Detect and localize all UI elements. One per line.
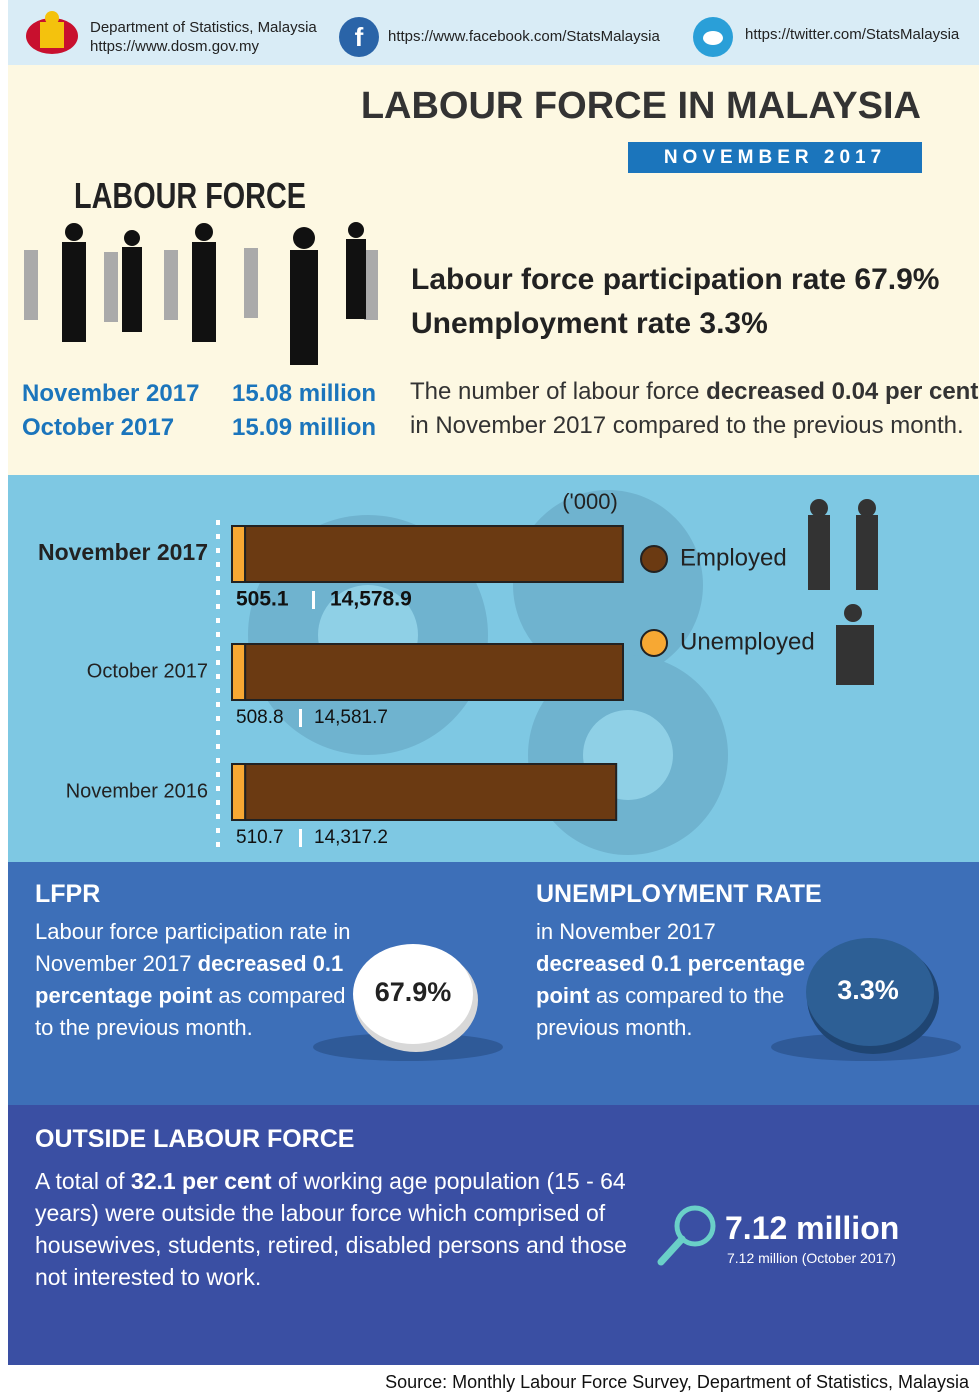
- people-illustration: [24, 222, 378, 365]
- category-label: November 2017: [38, 539, 208, 565]
- row-label: October 2017: [22, 414, 175, 441]
- rates-section: LFPR Labour force participation rate in …: [8, 862, 979, 1105]
- bar-segment: [244, 525, 624, 583]
- source: Source: Monthly Labour Force Survey, Dep…: [385, 1372, 969, 1392]
- text: A total of: [35, 1168, 131, 1194]
- legend-swatch: [640, 629, 668, 657]
- bar-segment: [231, 525, 247, 583]
- unemployment-text: in November 2017 decreased 0.1 percentag…: [536, 916, 816, 1044]
- facebook-icon: f: [339, 17, 379, 57]
- summary-section: LABOUR FORCE IN MALAYSIA NOVEMBER 2017 L…: [8, 65, 979, 475]
- value-separator: [312, 591, 315, 609]
- legend-label: Employed: [680, 544, 787, 571]
- value-separator: [299, 829, 302, 847]
- category-label: October 2017: [87, 660, 208, 682]
- category-label: November 2016: [66, 780, 208, 802]
- text-bold: decreased 0.1 percentage point: [35, 951, 344, 1008]
- row-value: 15.09 million: [232, 414, 377, 441]
- bar-segment: [231, 643, 247, 701]
- value-label: 510.7: [236, 827, 284, 848]
- bar-segment: [244, 643, 625, 701]
- lfpr-value: 67.9%: [374, 977, 452, 1007]
- facebook-link[interactable]: https://www.facebook.com/StatsMalaysia: [388, 28, 660, 45]
- bar-segment: [244, 763, 618, 821]
- text: in November 2017 compared to the previou…: [410, 412, 964, 439]
- text-bold: decreased 0.1 percentage point: [536, 951, 806, 1008]
- chart-section: ('000) November 2017 505.1 14,578.9 October…: [8, 475, 979, 862]
- lfpr-heading: LFPR: [35, 880, 101, 908]
- value-label: 505.1: [236, 588, 289, 611]
- date-badge: NOVEMBER 2017: [628, 142, 922, 173]
- text: as compared to the previous month.: [536, 983, 785, 1040]
- value-label: 508.8: [236, 707, 284, 728]
- outside-heading: OUTSIDE LABOUR FORCE: [35, 1125, 355, 1153]
- worker-icons: [808, 499, 878, 685]
- labour-force-note: The number of labour force decreased 0.0…: [410, 375, 979, 443]
- value-label: 14,581.7: [314, 707, 388, 728]
- svg-text:f: f: [355, 22, 364, 52]
- text: as compared to the previous month.: [35, 983, 346, 1040]
- magnifier-icon: [657, 1205, 716, 1266]
- legend-swatch: [640, 545, 668, 573]
- labour-force-rows: November 2017 15.08 million October 2017 1…: [22, 377, 376, 445]
- text: Labour force participation rate in Novem…: [35, 919, 351, 976]
- title: LABOUR FORCE IN MALAYSIA: [360, 85, 921, 127]
- twitter-link[interactable]: https://twitter.com/StatsMalaysia: [745, 26, 960, 43]
- unemployment-heading: UNEMPLOYMENT RATE: [536, 880, 822, 908]
- text: in November 2017: [536, 919, 716, 944]
- rate-disks: [313, 938, 961, 1061]
- unit-label: ('000): [562, 489, 618, 514]
- outside-section: OUTSIDE LABOUR FORCE A total of 32.1 per…: [8, 1105, 979, 1365]
- header: Department of Statistics, Malaysia https…: [8, 0, 979, 65]
- org-website[interactable]: https://www.dosm.gov.my: [90, 38, 259, 55]
- outside-note: 7.12 million (October 2017): [727, 1250, 896, 1266]
- value-label: 14,317.2: [314, 827, 388, 848]
- bar-segment: [231, 763, 247, 821]
- value-separator: [299, 709, 302, 727]
- unemployment-value: 3.3%: [837, 975, 899, 1005]
- text: The number of labour force: [410, 378, 707, 405]
- headline-unemployment: Unemployment rate 3.3%: [411, 307, 768, 340]
- headline-lfpr: Labour force participation rate 67.9%: [411, 263, 940, 296]
- text-bold: 32.1 per cent: [130, 1168, 272, 1194]
- value-label: 14,578.9: [330, 588, 412, 611]
- outside-text: A total of 32.1 per cent of working age …: [35, 1165, 655, 1293]
- twitter-icon: [693, 17, 733, 57]
- illustration-label: LABOUR FORCE: [74, 175, 306, 216]
- text-bold: decreased 0.04 per cent: [706, 378, 979, 405]
- legend-label: Unemployed: [680, 628, 815, 655]
- logo: [26, 11, 78, 54]
- text: of working age population (15 - 64 years…: [35, 1168, 627, 1290]
- org-name: Department of Statistics, Malaysia: [90, 19, 317, 36]
- outside-value: 7.12 million: [725, 1210, 900, 1246]
- row-value: 15.08 million: [232, 380, 377, 407]
- chart: ('000) November 2017 505.1 14,578.9 October…: [38, 489, 878, 855]
- row-label: November 2017: [22, 380, 200, 407]
- lfpr-text: Labour force participation rate in Novem…: [35, 916, 353, 1044]
